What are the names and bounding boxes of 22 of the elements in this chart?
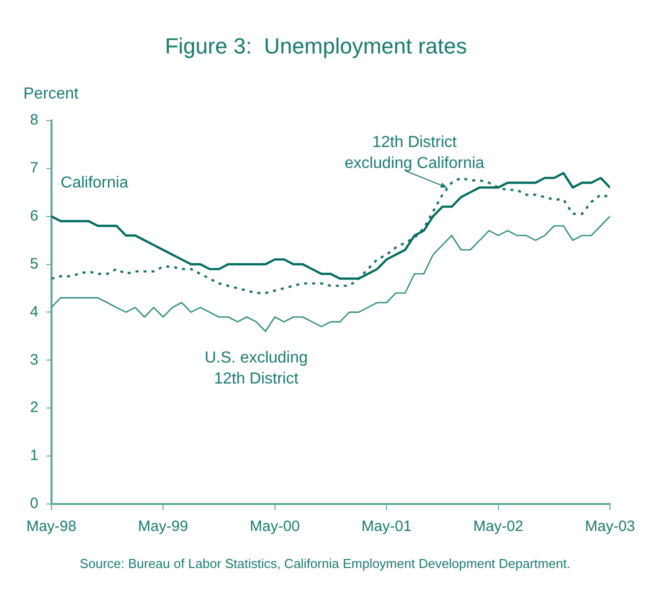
y-tick-label: 5 — [30, 255, 38, 272]
x-tick-label: May-02 — [473, 518, 524, 536]
y-tick-label: 8 — [30, 112, 38, 129]
y-axis-title: Percent — [23, 85, 80, 102]
chart-title: Figure 3: Unemployment rates — [164, 33, 468, 58]
x-tick-label: May-03 — [584, 518, 636, 536]
line-series — [51, 176, 610, 294]
y-tick-label: 2 — [30, 399, 38, 416]
y-tick-label: 3 — [30, 351, 38, 368]
y-tick-label: 1 — [30, 447, 38, 464]
x-tick-label: May-00 — [250, 518, 300, 536]
y-tick-label: 7 — [30, 159, 38, 176]
series-label: California — [60, 174, 128, 192]
x-tick-label: May-99 — [138, 518, 188, 536]
x-tick-label: May-01 — [362, 518, 412, 536]
series-label: 12th District excluding California — [344, 134, 484, 172]
y-tick-label: 6 — [30, 207, 38, 224]
x-tick-label: May-98 — [26, 518, 76, 536]
source-note: Source: Bureau of Labor Statistics, California Employment Development Department. — [78, 556, 572, 571]
y-tick-label: 4 — [30, 303, 38, 320]
y-tick-label: 0 — [30, 495, 38, 512]
series-label: U.S. excluding 12th District — [204, 350, 308, 388]
